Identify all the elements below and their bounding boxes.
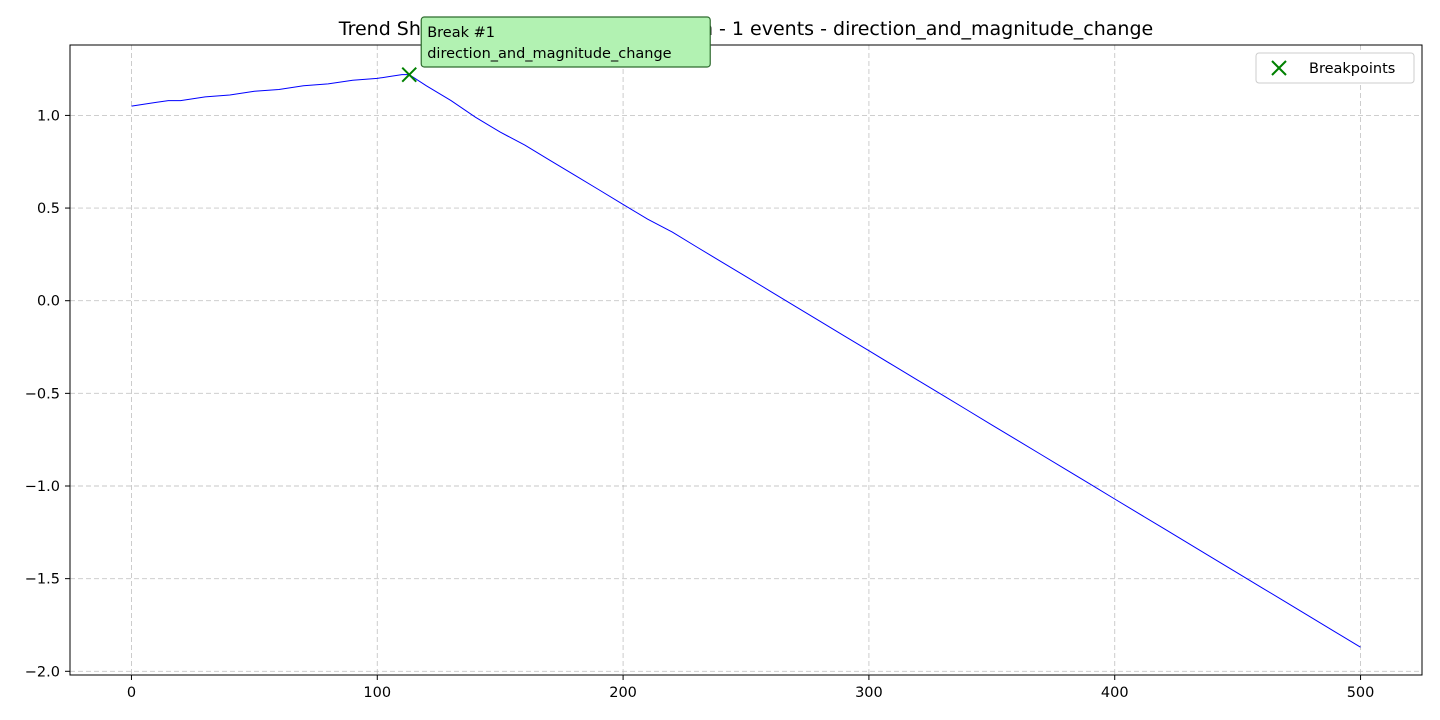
annotation-text: direction_and_magnitude_change (427, 46, 671, 62)
y-tick-label: −0.5 (25, 386, 60, 402)
x-tick-label: 500 (1347, 685, 1375, 701)
annotation-box (420, 16, 711, 68)
x-tick-label: 300 (855, 685, 883, 701)
y-tick-label: −1.0 (25, 479, 60, 495)
x-tick-label: 400 (1101, 685, 1129, 701)
grid (70, 45, 1422, 675)
legend: Breakpoints (1255, 52, 1415, 84)
y-tick-label: 0.0 (37, 294, 60, 310)
y-tick-label: 0.5 (37, 201, 60, 217)
legend-box (1255, 52, 1415, 84)
axis-ticks: 0 100 200 300 400 500 1.0 0.5 0.0 −0.5 −1.0 −1.5 −2.… (25, 108, 1375, 701)
annotations: Break #1 direction_and_magnitude_change (420, 16, 711, 68)
x-tick-label: 200 (609, 685, 637, 701)
x-tick-label: 100 (363, 685, 391, 701)
plot-frame (69, 44, 1423, 676)
x-tick-label: 0 (127, 685, 136, 701)
legend-label: Breakpoints (1309, 61, 1395, 77)
y-tick-label: −2.0 (25, 664, 60, 680)
y-tick-label: 1.0 (37, 108, 60, 124)
series-line (131, 74, 1361, 648)
y-tick-label: −1.5 (25, 572, 60, 588)
legend-marker (1271, 60, 1287, 76)
annotation-text: Break #1 (427, 25, 495, 41)
plot-series (131, 66, 1361, 648)
breakpoint-marker (401, 66, 417, 83)
